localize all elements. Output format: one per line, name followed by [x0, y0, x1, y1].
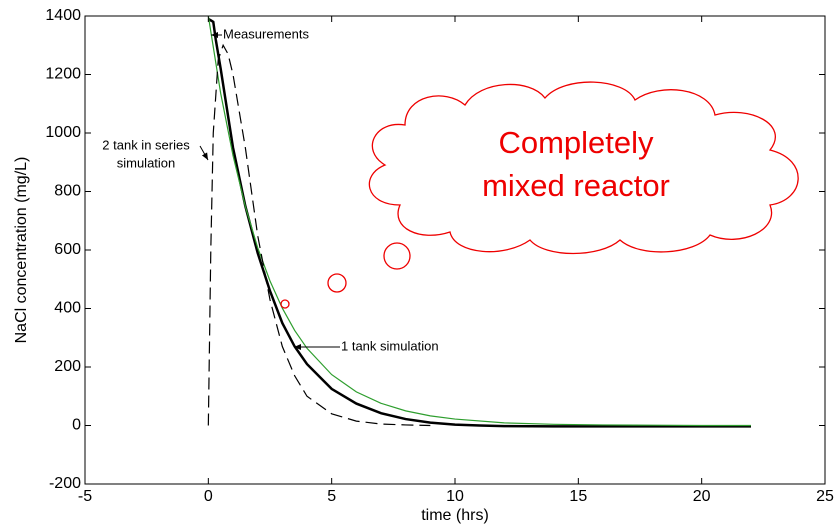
x-tick-label: -5: [78, 488, 92, 505]
series-line: [207, 43, 431, 427]
series-line: [207, 17, 751, 428]
y-tick-label: 400: [54, 300, 81, 317]
y-tick-label: 1200: [45, 66, 81, 83]
annotation: Completely: [498, 125, 654, 160]
annotation: Measurements: [223, 26, 309, 41]
x-tick-label: 0: [204, 488, 213, 505]
y-tick-label: 800: [54, 183, 81, 200]
annotation-arrow: [199, 145, 209, 161]
annotation: mixed reactor: [482, 168, 670, 203]
annotation: 1 tank simulation: [341, 338, 439, 353]
x-tick-label: 5: [327, 488, 336, 505]
thought-bubble: [383, 242, 411, 270]
y-tick-label: 200: [54, 358, 81, 375]
y-axis-label: NaCl concentration (mg/L): [13, 157, 30, 344]
series-line: [207, 15, 751, 427]
plot-area: [207, 15, 751, 428]
x-axis-label: time (hrs): [421, 507, 489, 524]
x-tick-label: 15: [569, 488, 587, 505]
x-tick-label: 20: [693, 488, 711, 505]
thought-bubble: [280, 299, 290, 309]
y-tick-label: 1400: [45, 7, 81, 24]
annotation: simulation: [117, 155, 176, 170]
y-tick-label: 600: [54, 241, 81, 258]
plot-frame: [84, 15, 826, 485]
y-tick-label: -200: [49, 475, 81, 492]
y-tick-label: 1000: [45, 124, 81, 141]
thought-cloud: [368, 81, 799, 255]
thought-bubble: [327, 273, 347, 293]
x-tick-label: 10: [446, 488, 464, 505]
annotation: 2 tank in series: [102, 137, 190, 152]
x-tick-label: 25: [816, 488, 834, 505]
y-tick-label: 0: [72, 417, 81, 434]
